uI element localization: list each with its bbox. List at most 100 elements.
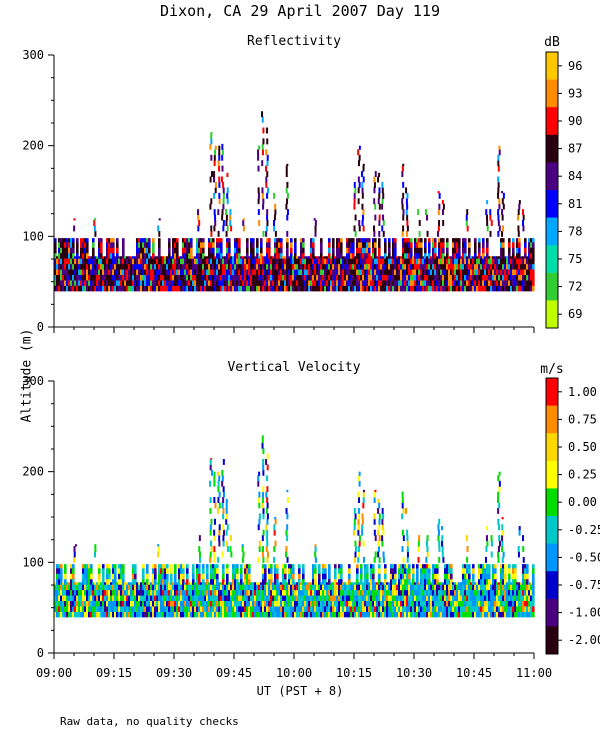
data-cell (512, 600, 515, 607)
data-cell (420, 285, 423, 292)
data-cell (66, 600, 69, 607)
data-cell (458, 268, 461, 276)
data-cell (528, 600, 531, 607)
data-cell (350, 258, 353, 265)
data-cell (504, 594, 507, 602)
data-cell (274, 540, 277, 547)
data-cell (420, 567, 423, 574)
data-cell (198, 263, 201, 270)
data-cell (170, 605, 173, 612)
data-cell (170, 268, 173, 276)
data-cell (484, 584, 487, 591)
data-cell (262, 556, 265, 563)
data-cell (316, 589, 319, 596)
data-cell (504, 279, 507, 286)
data-cell (478, 238, 481, 243)
data-cell (242, 582, 245, 585)
data-cell (524, 600, 527, 607)
data-cell (142, 605, 145, 612)
data-cell (360, 584, 363, 591)
data-cell (526, 268, 529, 276)
data-cell (274, 258, 277, 265)
data-cell (138, 600, 141, 607)
data-cell (398, 589, 401, 596)
data-cell (184, 247, 187, 254)
y-tick-label: 0 (37, 320, 44, 334)
data-cell (336, 263, 339, 270)
data-cell (226, 285, 229, 292)
data-cell (426, 584, 429, 591)
data-cell (478, 263, 481, 270)
data-cell (520, 605, 523, 612)
data-cell (434, 252, 437, 259)
data-cell (412, 263, 415, 270)
data-cell (146, 567, 149, 574)
data-cell (326, 589, 329, 596)
data-cell (498, 540, 501, 547)
data-cell (244, 573, 247, 580)
data-cell (357, 187, 360, 194)
data-cell (408, 285, 411, 292)
data-cell (462, 611, 465, 618)
data-cell (56, 256, 59, 259)
data-cell (497, 220, 500, 226)
data-cell (176, 582, 179, 585)
data-cell (284, 258, 287, 265)
data-cell (60, 594, 63, 602)
data-cell (420, 578, 423, 585)
data-cell (284, 285, 287, 292)
data-cell (374, 274, 377, 281)
data-cell (264, 263, 267, 270)
data-cell (476, 274, 479, 281)
data-cell (478, 564, 481, 569)
data-cell (148, 584, 151, 591)
data-cell (530, 611, 533, 618)
data-cell (450, 279, 453, 286)
data-cell (420, 594, 423, 602)
data-cell (213, 551, 216, 558)
data-cell (242, 268, 245, 276)
data-cell (405, 507, 408, 514)
data-cell (260, 238, 263, 243)
data-cell (126, 285, 129, 292)
data-cell (124, 285, 127, 292)
data-cell (242, 594, 245, 602)
data-cell (136, 589, 139, 596)
data-cell (229, 546, 232, 552)
data-cell (160, 589, 163, 596)
data-cell (466, 589, 469, 596)
data-cell (472, 258, 475, 265)
data-cell (225, 518, 228, 525)
data-cell (262, 507, 265, 514)
data-cell (242, 285, 245, 292)
data-cell (282, 263, 285, 270)
data-cell (126, 600, 129, 607)
data-cell (216, 252, 219, 259)
data-cell (402, 573, 405, 580)
data-cell (494, 611, 497, 618)
data-cell (202, 611, 205, 618)
data-cell (456, 589, 459, 596)
data-cell (272, 285, 275, 292)
data-cell (261, 437, 264, 444)
data-cell (130, 274, 133, 281)
data-cell (302, 578, 305, 585)
data-cell (318, 589, 321, 596)
data-cell (198, 274, 201, 281)
data-cell (274, 252, 277, 259)
data-cell (120, 594, 123, 602)
data-cell (448, 263, 451, 270)
data-cell (424, 252, 427, 259)
data-cell (314, 546, 317, 552)
data-cell (456, 252, 459, 259)
data-cell (394, 238, 397, 243)
data-cell (134, 584, 137, 591)
data-cell (384, 589, 387, 596)
data-cell (176, 611, 179, 618)
data-cell (386, 589, 389, 596)
data-cell (194, 582, 197, 585)
data-cell (512, 605, 515, 612)
data-cell (430, 582, 433, 585)
data-cell (454, 247, 457, 254)
data-cell (254, 582, 257, 585)
